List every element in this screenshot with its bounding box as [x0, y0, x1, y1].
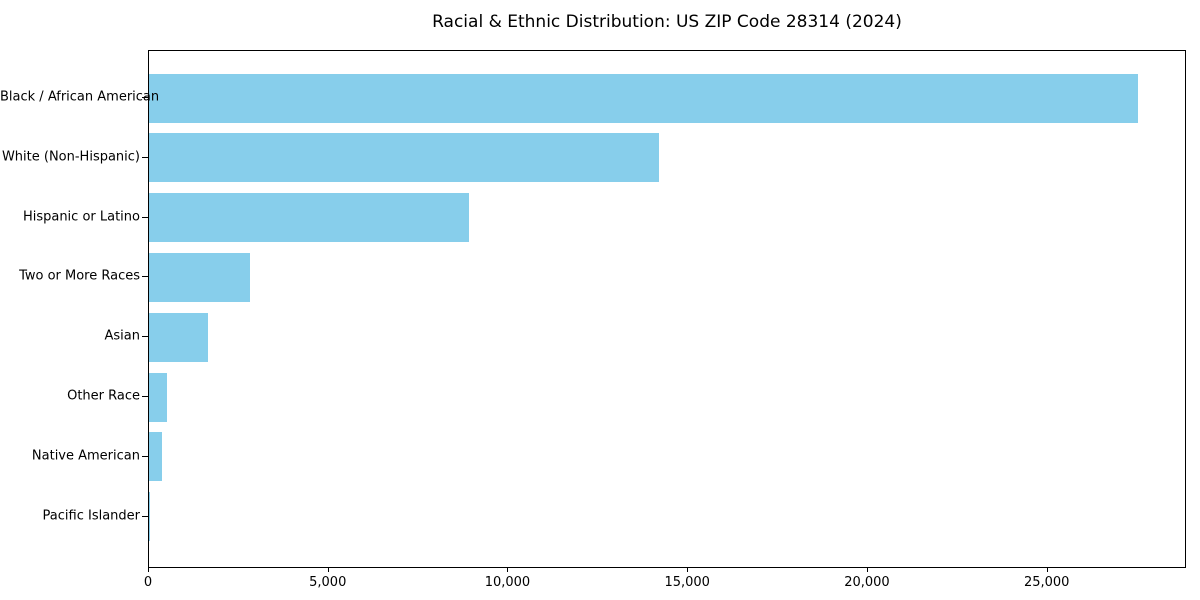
bar-native-american: [149, 432, 162, 482]
x-tick-label-15-000: 15,000: [664, 575, 710, 590]
x-tick-label-10-000: 10,000: [484, 575, 531, 590]
y-tick-mark: [142, 515, 148, 517]
y-tick-mark: [142, 455, 148, 457]
x-tick-label-5-000: 5,000: [309, 575, 347, 590]
bar-black-african-american: [149, 73, 1138, 123]
y-tick-mark: [142, 156, 148, 158]
x-tick-mark: [507, 567, 509, 572]
y-tick-label-other-race: Other Race: [67, 388, 140, 404]
x-tick-mark: [327, 567, 329, 572]
y-tick-label-white-non-hispanic: White (Non-Hispanic): [1, 149, 140, 165]
x-tick-label-25-000: 25,000: [1023, 575, 1070, 590]
y-tick-label-native-american: Native American: [31, 448, 140, 464]
x-tick-mark: [148, 567, 149, 572]
y-tick-mark: [142, 216, 148, 218]
bar-asian: [149, 312, 209, 362]
y-tick-label-asian: Asian: [104, 328, 140, 344]
y-tick-mark: [142, 276, 148, 278]
bar-two-or-more-races: [149, 252, 250, 302]
bar-other-race: [149, 372, 167, 422]
chart-title: Racial & Ethnic Distribution: US ZIP Cod…: [432, 12, 902, 32]
x-tick-label-20-000: 20,000: [844, 575, 890, 590]
x-tick-mark: [1046, 567, 1048, 572]
y-tick-label-black-african-american: Black / African American: [0, 89, 160, 105]
bar-pacific-islander: [149, 492, 150, 542]
x-tick-label-0: 0: [143, 575, 153, 590]
y-tick-label-hispanic-or-latino: Hispanic or Latino: [22, 209, 140, 225]
y-tick-mark: [142, 97, 148, 98]
bar-hispanic-or-latino: [149, 193, 469, 243]
x-tick-mark: [866, 567, 868, 572]
y-tick-label-two-or-more-races: Two or More Races: [19, 268, 140, 284]
plot-area: [148, 50, 1186, 568]
bar-white-non-hispanic: [149, 133, 660, 183]
y-tick-mark: [142, 396, 148, 397]
y-tick-mark: [142, 336, 148, 338]
y-tick-label-pacific-islander: Pacific Islander: [42, 508, 140, 524]
x-tick-mark: [687, 567, 689, 572]
